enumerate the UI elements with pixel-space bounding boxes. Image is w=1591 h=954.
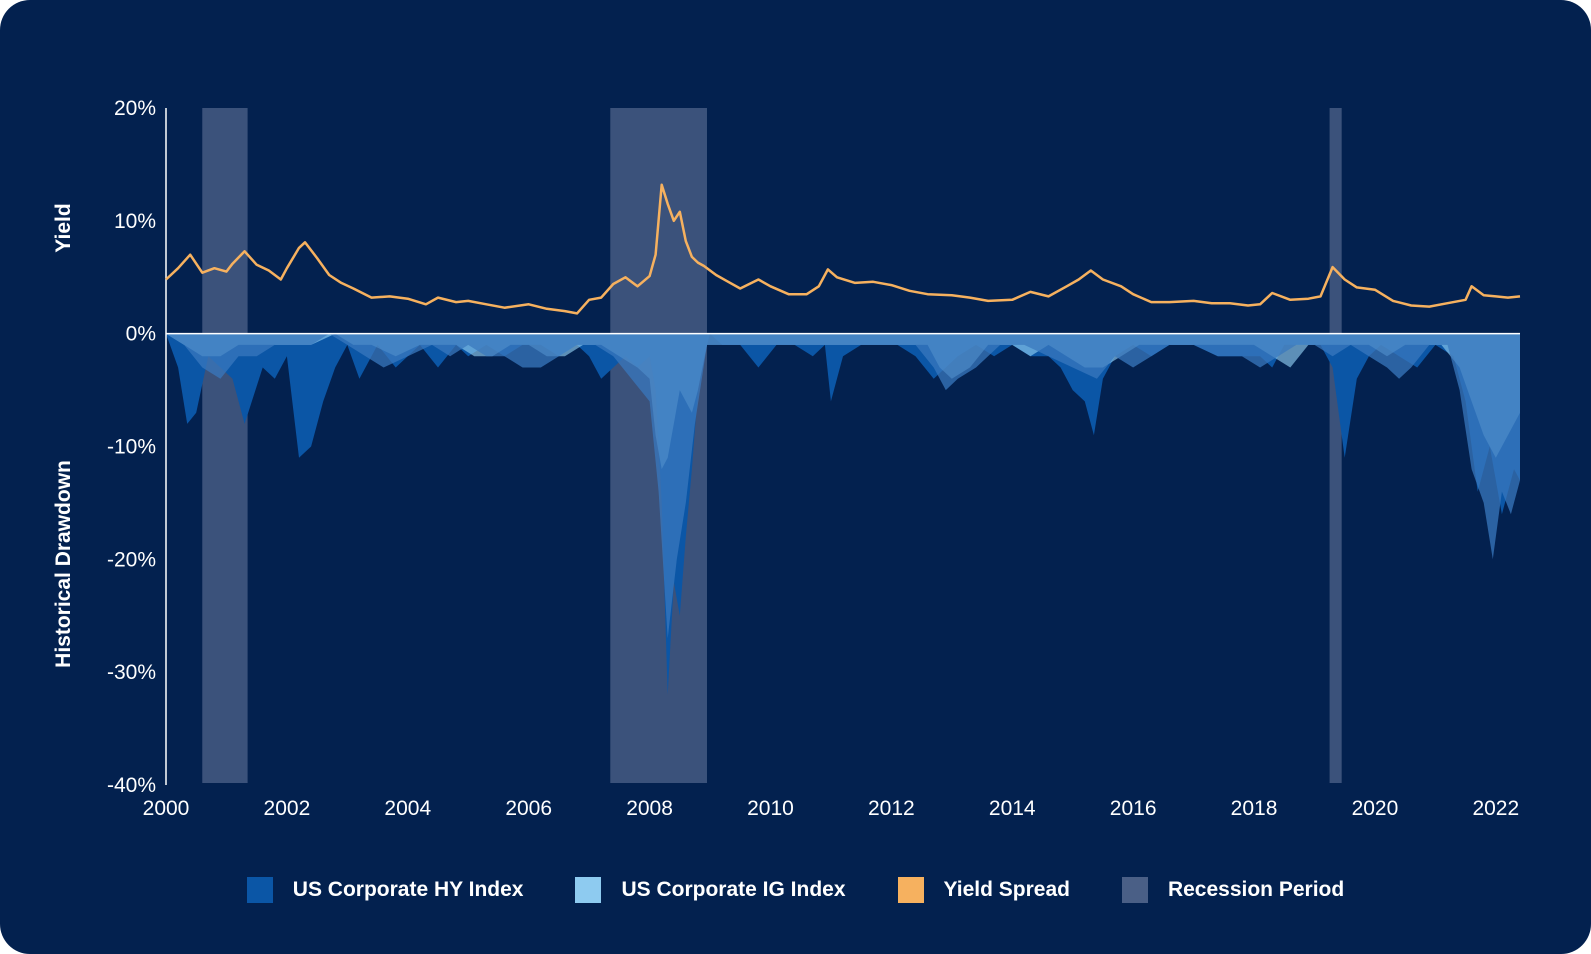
legend-item-hy: US Corporate HY Index [246,877,524,903]
y-tick-labels: 20% 10% 0% -10% -20% -30% -40% [107,97,156,797]
area-layer [166,333,1520,695]
y-tick-label: -30% [107,661,156,684]
x-tick-label: 2010 [747,797,794,820]
x-tick-label: 2008 [626,797,673,820]
legend-item-spread: Yield Spread [897,877,1070,903]
recession-layer [202,108,1342,783]
legend-label-ig: US Corporate IG Index [621,878,846,901]
x-tick-label: 2020 [1352,797,1399,820]
y-tick-label: -40% [107,774,156,797]
legend-swatch-recession [1121,877,1148,903]
y-axis-title-bottom: Historical Drawdown [52,460,75,668]
x-tick-label: 2006 [505,797,552,820]
y-tick-label: 0% [126,323,156,346]
x-tick-label: 2012 [868,797,915,820]
line-layer [165,183,1521,315]
legend-swatch-hy [246,877,273,903]
y-tick-label: 10% [114,210,156,233]
y-tick-label: -20% [107,548,156,571]
legend-swatch-spread [897,877,924,903]
area-us-corporate-hy-index [166,333,1520,695]
area-combined-drawdown-overlap [166,333,1520,639]
x-tick-label: 2018 [1231,797,1278,820]
line-yield-spread [165,183,1521,315]
recession-band-3 [1329,108,1342,783]
x-tick-label: 2014 [989,797,1036,820]
legend: US Corporate HY Index US Corporate IG In… [0,870,1591,910]
legend-item-ig: US Corporate IG Index [575,877,846,903]
recession-band-1 [202,108,248,783]
x-tick-label: 2004 [384,797,431,820]
y-axis-title-top: Yield [52,203,75,252]
x-tick-label: 2002 [264,797,311,820]
x-tick-label: 2016 [1110,797,1157,820]
y-tick-label: 20% [114,97,156,120]
x-tick-labels: 2000 2002 2004 2006 2008 2010 2012 2014 2016 2018… [143,797,1520,820]
legend-swatch-ig [575,877,602,903]
y-tick-label: -10% [107,436,156,459]
legend-label-spread: Yield Spread [943,878,1070,901]
x-tick-label: 2022 [1472,797,1519,820]
legend-label-recession: Recession Period [1167,878,1345,901]
legend-label-hy: US Corporate HY Index [292,878,524,901]
legend-item-recession: Recession Period [1121,877,1345,903]
x-tick-label: 2000 [143,797,190,820]
